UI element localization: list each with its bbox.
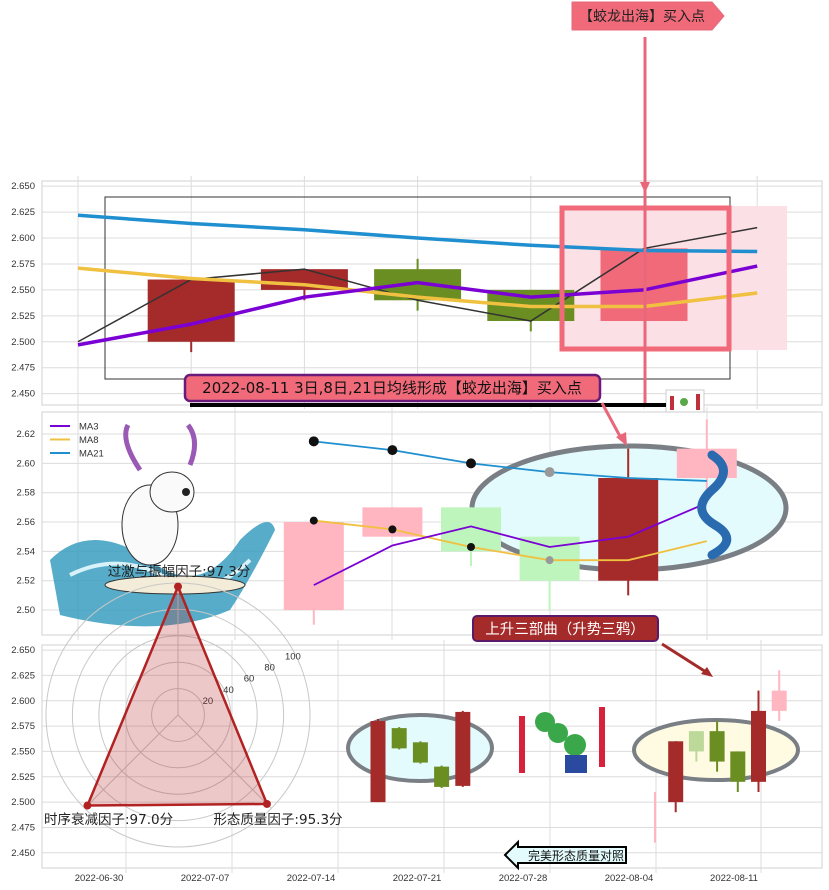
candle-body [730,751,746,782]
y-tick-label: 2.575 [11,721,35,732]
ma21-point [544,467,555,478]
pattern-pointer [661,642,707,674]
ma21-point [466,458,476,469]
y-tick-label: 2.56 [17,517,36,528]
y-tick-label: 2.54 [17,546,36,557]
radar-spoke [177,714,272,809]
y-tick-label: 2.450 [11,848,35,859]
candle-body [412,742,428,763]
y-tick-label: 2.52 [17,576,36,587]
candle-body [751,710,766,782]
y-tick-label: 2.475 [11,363,35,374]
y-tick-label: 2.525 [11,772,35,783]
signal-pointer-head [616,432,627,446]
candle-body [709,731,725,762]
y-tick-label: 2.550 [11,285,35,296]
candle-body [598,478,659,581]
candle-body [688,731,704,752]
pattern-label-text: 上升三部曲（升势三鸦） [485,621,645,638]
compare-arrow-label [503,839,627,871]
luigi-illustration [519,707,605,773]
radar-area [85,583,269,807]
y-tick-label: 2.650 [11,645,35,656]
candle-body [283,522,344,611]
signal-label-box [183,373,602,403]
candle-body [147,279,235,342]
legend-label: MA8 [79,435,99,446]
y-tick-label: 2.525 [11,311,35,322]
ma8-line [313,519,708,562]
y-tick-label: 2.58 [17,488,36,499]
dragon-illustration [697,450,732,560]
y-tick-label: 2.450 [11,389,35,400]
radar-r-tick: 20 [203,696,214,707]
compare-arrow-text: 完美形态质量对照 [528,848,624,863]
ma21-point [308,436,319,447]
y-tick-label: 2.475 [11,822,35,833]
mini-candle-thumbnail [665,389,705,413]
y-tick-label: 2.60 [17,458,36,469]
radar-axis-label: 形态质量因子:95.3分 [213,812,342,828]
buy-point-arrow-text: 【蛟龙出海】买入点 [579,9,705,25]
buy-point-arrow-label [571,1,725,31]
x-tick-label: 2022-06-30 [75,873,124,884]
radar-spoke [84,714,179,809]
radar-axis-label: 过激与振幅因子:97.3分 [108,564,251,580]
bottom-panel: 2.650 2.625 2.600 2.575 2.550 2.525 2.500 2.475… [11,640,823,884]
y-tick-label: 2.650 [11,181,35,192]
top-panel: 2.650 2.625 2.600 2.575 2.550 2.525 2.500 2.475… [11,176,823,409]
y-tick-label: 2.600 [11,696,35,707]
legend-label: MA3 [79,422,99,433]
candle-body [771,690,787,711]
legend: MA3 MA8 MA21 [50,422,104,460]
radar-point [262,799,271,808]
x-tick-label: 2022-08-11 [710,873,758,884]
ma21-point [387,445,398,456]
candle-body [370,721,386,803]
signal-pointer [600,402,624,441]
radar-point [174,582,182,591]
x-tick-label: 2022-08-04 [605,873,654,884]
radar-r-tick: 100 [285,652,301,663]
radar-axis-label: 时序衰减因子:97.0分 [44,811,173,828]
candle-body [434,766,450,787]
candle-body [654,817,656,819]
pattern-pointer-head [701,667,713,677]
radar-r-tick: 80 [264,663,275,674]
ma8-point [545,556,554,565]
candle-body [668,741,684,803]
y-tick-label: 2.550 [11,746,35,757]
surfing-dog-illustration [50,423,275,627]
candle-body [455,711,471,786]
y-tick-label: 2.625 [11,670,35,681]
x-tick-label: 2022-07-28 [499,873,548,884]
y-tick-label: 2.625 [11,207,35,218]
candle-body [391,728,407,749]
y-tick-label: 2.500 [11,797,35,808]
y-tick-label: 2.50 [17,605,36,616]
radar-r-tick: 60 [244,674,255,685]
ma3-line [313,502,708,586]
x-tick-label: 2022-07-07 [181,873,230,884]
pattern-label-box [472,615,659,642]
ma8-point [388,525,397,534]
y-tick-label: 2.500 [11,337,35,348]
signal-label-text: 2022-08-11 3日,8日,21日均线形成【蛟龙出海】买入点 [202,379,582,397]
y-tick-label: 2.575 [11,259,35,270]
ma8-point [467,542,475,551]
y-tick-label: 2.62 [17,429,36,440]
x-tick-label: 2022-07-14 [287,873,336,884]
ma8-point [309,516,318,525]
y-tick-label: 2.600 [11,233,35,244]
ma21-line [313,440,707,482]
legend-label: MA21 [79,449,104,460]
radar-r-tick: 40 [223,685,234,696]
buy-signal-arrowhead [640,182,650,193]
radar-point [83,801,92,810]
x-tick-label: 2022-07-21 [393,873,442,884]
